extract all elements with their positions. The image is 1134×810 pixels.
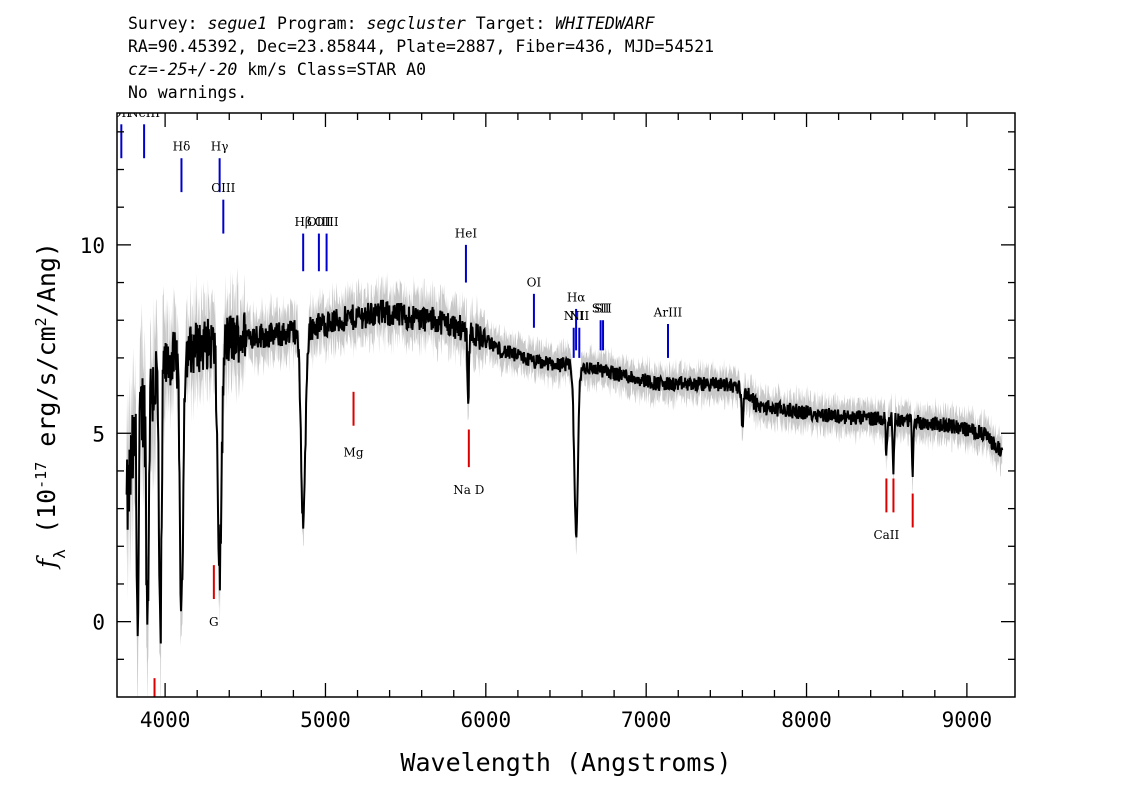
emission-label: OI [527,275,542,289]
y-tick-label: 0 [92,611,105,635]
emission-label: OIII [307,215,331,229]
y-axis-title-exponent: -17 [32,462,50,489]
x-tick-label: 7000 [621,708,672,732]
axis-ticks [117,113,1015,697]
emission-label: SII [592,302,610,316]
flux-line-layer [125,299,1004,644]
survey-value: segue1 [207,14,268,33]
emission-label: Hα [567,290,586,304]
emission-label: NII [569,309,589,323]
target-value: WHITEDWARF [555,14,655,33]
absorption-label: Mg [344,445,364,459]
survey-label: Survey: [128,14,198,33]
header-line-coordinates: RA=90.45392, Dec=23.85844, Plate=2887, F… [128,37,715,56]
program-label: Program: [277,14,357,33]
program-value: segcluster [366,14,466,33]
emission-label: OII [112,106,132,120]
emission-label: OIII [315,215,339,229]
spectrum-header: Survey: segue1 Program: segcluster Targe… [128,12,714,104]
emission-label: NII [564,309,584,323]
y-tick-label: 10 [80,234,105,258]
cz-value: cz=-25+/-20 [128,60,238,79]
emission-label: NeIII [128,106,160,120]
y-axis-title-subscript: λ [50,549,69,559]
target-label: Target: [475,14,546,33]
flux-line [125,299,1004,644]
header-line-redshift: cz=-25+/-20 km/s Class=STAR A0 [128,58,714,81]
x-tick-label: 9000 [942,708,993,732]
emission-label: Hγ [211,140,229,154]
y-axis-title-symbol: f [32,555,61,570]
y-axis-title-square: 2 [32,317,50,326]
cz-units: km/s [247,60,287,79]
y-axis-title-units-mid: erg/s/cm [32,326,61,461]
header-line-survey: Survey: segue1 Program: segcluster Targe… [128,12,714,35]
y-axis-title-units-end: /Ang) [32,242,61,317]
emission-label: Hδ [173,140,191,154]
emission-label: HeI [455,226,478,240]
emission-label: OIII [211,181,235,195]
error-band [126,267,1003,697]
y-tick-label: 5 [92,422,105,446]
absorption-label: G [209,615,219,629]
class-value: Class=STAR A0 [296,60,427,79]
emission-label: Hβ [294,215,311,229]
emission-label: ArIII [653,305,683,319]
header-line-warnings: No warnings. [128,83,248,102]
y-axis-title: fλ (10-17 erg/s/cm2/Ang) [32,242,69,570]
plot-frame [116,112,1016,698]
x-tick-label: 5000 [300,708,351,732]
axis-tick-labels: 4000 5000 6000 7000 8000 9000 0 5 10 [80,234,992,732]
x-axis-title: Wavelength (Angstroms) [400,748,731,777]
x-tick-label: 6000 [461,708,512,732]
error-band-layer [126,267,1003,697]
x-tick-label: 4000 [140,708,191,732]
absorption-label: CaII [873,528,899,542]
y-axis-title-units-start: (10 [32,489,61,549]
x-tick-label: 8000 [781,708,832,732]
emission-label: SII [594,302,612,316]
absorption-label: Na D [453,483,484,497]
